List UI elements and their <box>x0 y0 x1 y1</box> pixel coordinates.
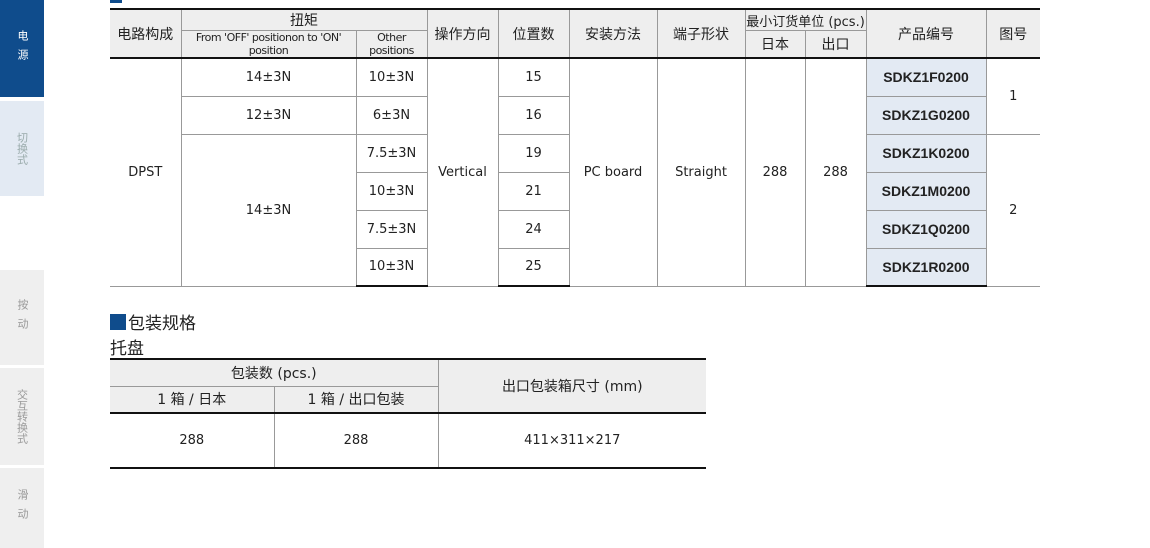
cell-positions: 21 <box>497 171 570 211</box>
cell-torque-other: 10±3N <box>355 57 428 97</box>
cell-mounting: PC board <box>568 57 658 287</box>
header-moq: 最小订货单位 (pcs.) <box>744 8 867 31</box>
header-circuit: 电路构成 <box>110 8 182 59</box>
cell-figure: 2 <box>985 133 1040 287</box>
header-torque-off-on: From 'OFF' positionon to 'ON' position <box>181 30 357 59</box>
cell-part-no[interactable]: SDKZ1G0200 <box>865 95 986 135</box>
section-marker-icon <box>110 0 122 3</box>
cell-moq-export: 288 <box>804 57 867 287</box>
cell-positions: 25 <box>497 247 570 287</box>
cell-figure: 1 <box>985 57 1040 135</box>
tab-label: 交互转换式 <box>15 389 29 444</box>
cell-box-size: 411×311×217 <box>437 412 707 469</box>
sidebar-tab-alternate[interactable]: 交互转换式 <box>0 368 44 465</box>
table-row: 288 288 411×311×217 <box>110 412 707 469</box>
header-part-no: 产品编号 <box>865 8 987 59</box>
tab-label: 滑动 <box>16 489 29 527</box>
cell-part-no[interactable]: SDKZ1R0200 <box>865 247 986 287</box>
header-box-size: 出口包装箱尺寸 (mm) <box>437 358 707 414</box>
cell-direction: Vertical <box>426 57 499 287</box>
cell-positions: 19 <box>497 133 570 173</box>
cell-torque-other: 6±3N <box>355 95 428 135</box>
cell-positions: 16 <box>497 95 570 135</box>
cell-circuit: DPST <box>110 57 182 287</box>
header-box-export: 1 箱 / 出口包装 <box>273 385 439 414</box>
cell-torque-off-on: 12±3N <box>181 95 357 135</box>
table-row: 10±3N 21 SDKZ1M0200 <box>110 171 1040 211</box>
cell-torque-other: 10±3N <box>356 247 428 287</box>
header-direction: 操作方向 <box>426 8 499 59</box>
header-figure: 图号 <box>985 8 1040 59</box>
cell-positions: 15 <box>497 57 570 97</box>
header-mounting: 安装方法 <box>568 8 658 59</box>
cell-part-no[interactable]: SDKZ1M0200 <box>865 171 986 211</box>
table-row: 7.5±3N 24 SDKZ1Q0200 <box>110 209 1040 249</box>
tab-label: 切换式 <box>15 132 29 165</box>
header-positions: 位置数 <box>497 8 570 59</box>
sidebar-tab-slide[interactable]: 滑动 <box>0 468 44 548</box>
header-torque: 扭矩 <box>180 8 428 31</box>
cell-part-no[interactable]: SDKZ1Q0200 <box>865 209 986 249</box>
cell-positions: 24 <box>497 209 570 249</box>
packaging-subtitle: 托盘 <box>110 339 144 359</box>
packaging-heading: 包装规格 <box>110 309 196 334</box>
header-torque-other: Other positions <box>355 30 428 59</box>
cell-box-export: 288 <box>273 412 439 469</box>
cell-terminal: Straight <box>656 57 746 287</box>
table-row: 10±3N 25 SDKZ1R0200 <box>110 247 1040 287</box>
tab-label: 电源 <box>16 29 29 68</box>
packaging-table: 包装数 (pcs.) 出口包装箱尺寸 (mm) 1 箱 / 日本 1 箱 / 出… <box>110 358 707 469</box>
packaging-title: 包装规格 <box>128 314 196 334</box>
cell-torque-off-on: 14±3N <box>180 57 357 97</box>
cell-part-no[interactable]: SDKZ1K0200 <box>865 133 987 173</box>
header-moq-japan: 日本 <box>744 30 806 59</box>
tab-label: 按动 <box>16 298 29 337</box>
sidebar-tab-power[interactable]: 电源 <box>0 0 44 97</box>
sidebar-tab-toggle[interactable]: 切换式 <box>0 101 44 196</box>
table-row: DPST 14±3N 10±3N Vertical 15 PC board St… <box>110 57 1040 287</box>
cell-moq-japan: 288 <box>744 57 806 287</box>
sidebar-tab-push[interactable]: 按动 <box>0 270 44 365</box>
cell-box-japan: 288 <box>110 412 275 469</box>
header-box-japan: 1 箱 / 日本 <box>110 385 275 414</box>
section-marker-icon <box>110 313 126 330</box>
header-pack-qty: 包装数 (pcs.) <box>110 358 439 387</box>
cell-torque-other: 7.5±3N <box>355 133 428 173</box>
cell-part-no[interactable]: SDKZ1F0200 <box>865 57 987 97</box>
cell-torque-off-on: 14±3N <box>181 133 357 287</box>
cell-torque-other: 7.5±3N <box>356 209 428 249</box>
header-moq-export: 出口 <box>804 30 866 59</box>
header-terminal: 端子形状 <box>656 8 746 59</box>
spec-table: 电路构成 扭矩 操作方向 位置数 安装方法 端子形状 最小订货单位 (pcs.)… <box>110 8 1040 287</box>
cell-torque-other: 10±3N <box>356 171 428 211</box>
